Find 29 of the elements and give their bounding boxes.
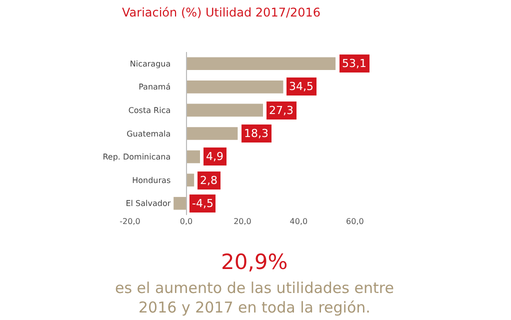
bar: [174, 196, 186, 210]
y-tick-label: Costa Rica: [128, 106, 171, 116]
data-label: 18,3: [244, 127, 268, 140]
y-tick-label: Guatemala: [126, 129, 171, 138]
data-label: 4,9: [206, 150, 224, 163]
y-tick-label: Rep. Dominicana: [102, 152, 171, 162]
x-tick-label: 40,0: [290, 217, 308, 226]
data-label: 53,1: [342, 57, 366, 70]
bar: [186, 174, 194, 186]
bar: [186, 57, 336, 70]
y-tick-label: Panamá: [138, 82, 171, 92]
y-tick-label: Honduras: [132, 176, 171, 185]
data-label: 34,5: [289, 80, 314, 93]
data-label: 27,3: [269, 104, 294, 117]
text: 20,9%: [221, 250, 288, 274]
y-tick-label: Nicaragua: [130, 59, 171, 68]
text: es el aumento de las utilidades entre 2016 y 2017 en toda la región.: [115, 279, 394, 316]
x-tick-label: 20,0: [234, 217, 252, 226]
x-tick-label: 60,0: [346, 217, 364, 226]
bar: [186, 104, 263, 117]
data-label: -4,5: [192, 197, 214, 210]
bar: [186, 127, 238, 140]
bar: [186, 80, 284, 94]
chart-title: Variación (%) Utilidad 2017/2016: [122, 5, 321, 20]
x-tick-label: -20,0: [120, 217, 140, 226]
bar: [186, 150, 200, 164]
x-tick-label: 0,0: [180, 217, 193, 226]
y-tick-label: El Salvador: [126, 199, 172, 208]
data-label: 2,8: [200, 174, 218, 187]
